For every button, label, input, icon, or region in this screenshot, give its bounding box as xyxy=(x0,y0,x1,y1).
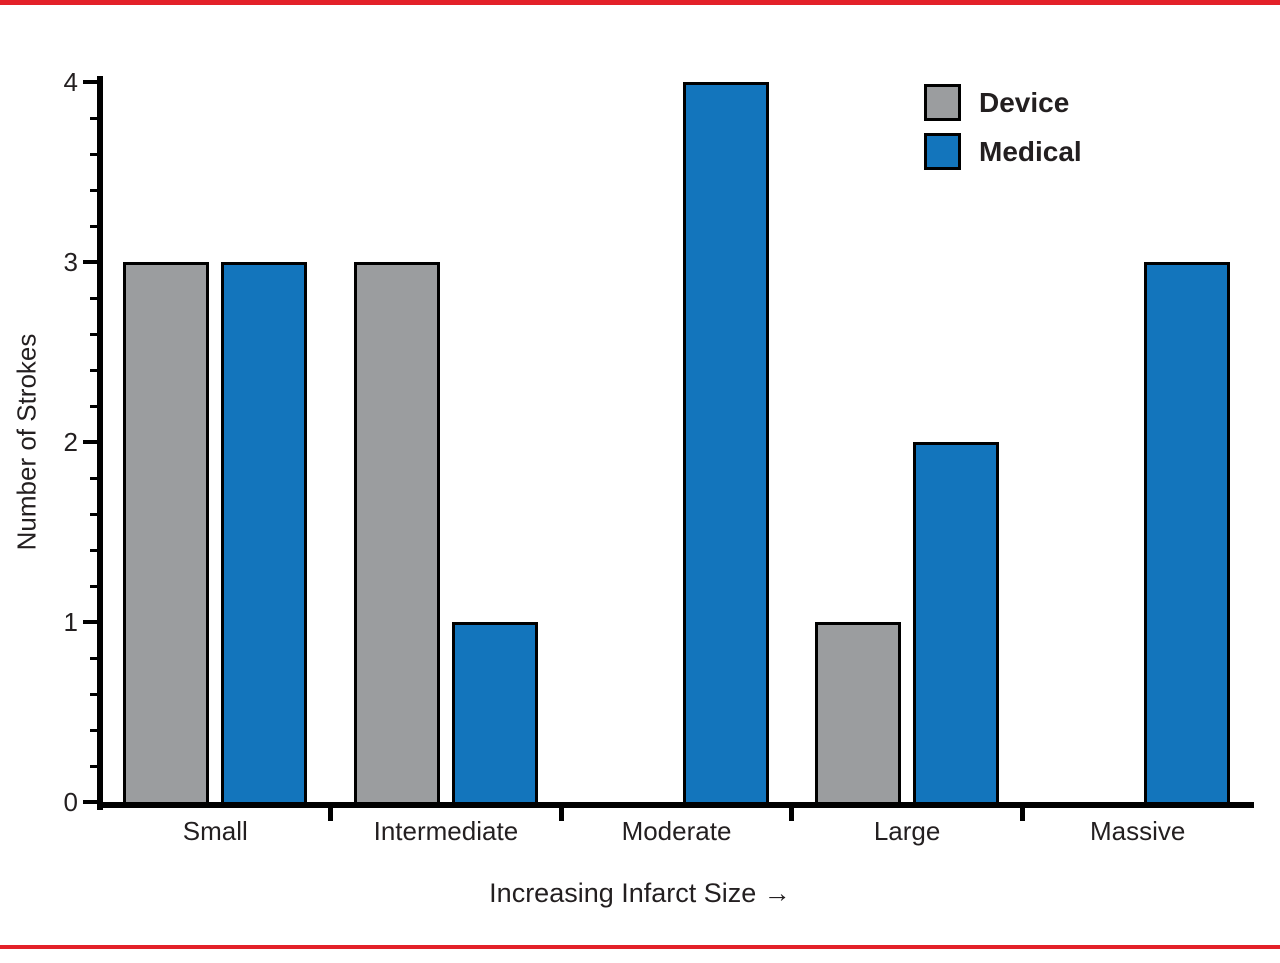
x-tick-label-large: Large xyxy=(873,816,941,846)
y-axis-minor-tick xyxy=(90,368,100,372)
y-axis-minor-tick xyxy=(90,728,100,732)
y-tick-label: 1 xyxy=(63,607,78,637)
y-axis-minor-tick xyxy=(90,476,100,480)
y-axis-minor-tick xyxy=(90,152,100,156)
y-tick-label: 4 xyxy=(63,67,78,97)
y-axis-minor-tick xyxy=(90,548,100,552)
y-axis-minor-tick xyxy=(90,692,100,696)
y-axis-tick xyxy=(83,80,100,84)
legend: Device Medical xyxy=(924,84,1082,170)
x-tick-label-massive: Massive xyxy=(1090,816,1186,846)
y-axis-minor-tick xyxy=(90,332,100,336)
legend-label-medical: Medical xyxy=(979,135,1082,167)
bar-device-large xyxy=(815,622,902,802)
x-axis-tick xyxy=(558,808,564,821)
x-axis xyxy=(97,802,1254,808)
legend-item-medical: Medical xyxy=(924,133,1082,170)
y-tick-label: 2 xyxy=(63,427,78,457)
y-axis-minor-tick xyxy=(90,584,100,588)
bar-device-intermediate xyxy=(353,262,440,802)
y-axis-minor-tick xyxy=(90,296,100,300)
y-axis-minor-tick xyxy=(90,512,100,516)
x-axis-tick xyxy=(328,808,334,821)
bar-medical-intermediate xyxy=(451,622,538,802)
y-tick-label: 3 xyxy=(63,247,78,277)
y-axis-minor-tick xyxy=(90,404,100,408)
y-tick-label: 0 xyxy=(63,787,78,817)
y-axis-title: Number of Strokes xyxy=(11,333,42,551)
y-axis-minor-tick xyxy=(90,764,100,768)
x-tick-label-small: Small xyxy=(182,816,248,846)
bar-medical-moderate xyxy=(682,82,769,802)
y-axis-tick xyxy=(83,260,100,264)
legend-swatch-medical xyxy=(924,133,961,170)
bar-device-small xyxy=(123,262,210,802)
x-tick-label-moderate: Moderate xyxy=(621,816,732,846)
y-axis xyxy=(97,76,103,810)
y-axis-tick xyxy=(83,440,100,444)
legend-item-device: Device xyxy=(924,84,1082,121)
y-axis-minor-tick xyxy=(90,224,100,228)
x-axis-title: Increasing Infarct Size → xyxy=(489,878,791,908)
y-axis-minor-tick xyxy=(90,116,100,120)
legend-label-device: Device xyxy=(979,86,1070,118)
x-tick-label-intermediate: Intermediate xyxy=(373,816,519,846)
bottom-red-rule xyxy=(0,945,1280,949)
legend-swatch-device xyxy=(924,84,961,121)
x-axis-tick xyxy=(1019,808,1025,821)
y-axis-tick xyxy=(83,620,100,624)
bar-medical-small xyxy=(221,262,308,802)
bar-medical-large xyxy=(913,442,1000,802)
y-axis-tick xyxy=(83,800,100,804)
y-axis-minor-tick xyxy=(90,656,100,660)
top-red-rule xyxy=(0,0,1280,5)
x-axis-tick xyxy=(789,808,795,821)
bar-medical-massive xyxy=(1143,262,1230,802)
y-axis-minor-tick xyxy=(90,188,100,192)
